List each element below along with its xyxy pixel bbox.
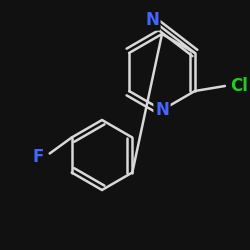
Text: N: N bbox=[155, 101, 169, 119]
Text: Cl: Cl bbox=[230, 77, 248, 95]
Text: F: F bbox=[32, 148, 44, 166]
Text: N: N bbox=[145, 11, 159, 29]
